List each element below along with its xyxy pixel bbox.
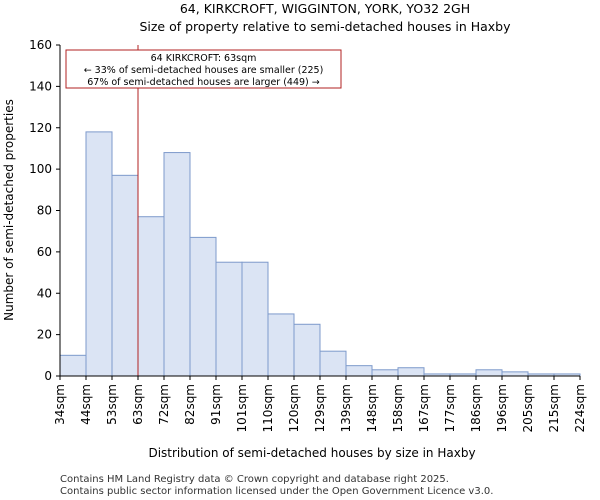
x-tick-label-196sqm: 196sqm	[495, 384, 509, 432]
marker-group: 64 KIRKCROFT: 63sqm← 33% of semi-detache…	[65, 45, 342, 376]
bar-186sqm	[475, 369, 503, 377]
x-tick-label-101sqm: 101sqm	[235, 384, 249, 432]
bar-63sqm	[137, 216, 165, 377]
footer-line-2: Contains public sector information licen…	[60, 486, 493, 497]
bar-148sqm	[371, 369, 399, 377]
y-ticks-group: 0 20 40 60 80 100 120 140 160	[29, 38, 60, 383]
bar-44sqm	[85, 131, 113, 377]
bar-120sqm	[293, 323, 321, 377]
bar-158sqm	[397, 367, 425, 377]
bar-53sqm	[111, 174, 139, 377]
bar-82sqm	[189, 236, 217, 377]
y-tick-label-20: 20	[37, 328, 52, 342]
x-tick-label-72sqm: 72sqm	[157, 384, 171, 425]
y-tick-label-80: 80	[37, 204, 52, 218]
bar-72sqm	[163, 152, 191, 377]
y-tick-label-100: 100	[29, 162, 52, 176]
annotation-line-1: 64 KIRKCROFT: 63sqm	[151, 53, 257, 64]
x-ticks-group: 34sqm 44sqm 53sqm 63sqm 72sqm 82sqm 91sqm 101sq…	[53, 376, 587, 432]
x-tick-label-120sqm: 120sqm	[287, 384, 301, 432]
bar-139sqm	[345, 365, 373, 377]
x-tick-label-158sqm: 158sqm	[391, 384, 405, 432]
x-tick-label-91sqm: 91sqm	[209, 384, 223, 425]
x-tick-label-139sqm: 139sqm	[339, 384, 353, 432]
bar-196sqm	[501, 371, 529, 377]
x-tick-label-177sqm: 177sqm	[443, 384, 457, 432]
x-tick-label-186sqm: 186sqm	[469, 384, 483, 432]
bar-91sqm	[215, 261, 243, 377]
x-axis-label: Distribution of semi-detached houses by …	[148, 446, 475, 460]
x-tick-label-63sqm: 63sqm	[131, 384, 145, 425]
bar-101sqm	[241, 261, 269, 377]
y-tick-label-0: 0	[44, 369, 52, 383]
bar-34sqm	[59, 354, 87, 377]
bar-110sqm	[267, 313, 295, 377]
y-tick-label-160: 160	[29, 38, 52, 52]
x-tick-label-148sqm: 148sqm	[365, 384, 379, 432]
x-tick-label-34sqm: 34sqm	[53, 384, 67, 425]
y-tick-label-60: 60	[37, 245, 52, 259]
x-tick-label-224sqm: 224sqm	[573, 384, 587, 432]
x-tick-label-53sqm: 53sqm	[105, 384, 119, 425]
y-tick-label-120: 120	[29, 121, 52, 135]
y-tick-label-40: 40	[37, 286, 52, 300]
x-tick-label-82sqm: 82sqm	[183, 384, 197, 425]
x-tick-label-215sqm: 215sqm	[547, 384, 561, 432]
footer-line-1: Contains HM Land Registry data © Crown c…	[60, 474, 449, 485]
x-tick-label-167sqm: 167sqm	[417, 384, 431, 432]
x-tick-label-129sqm: 129sqm	[313, 384, 327, 432]
y-axis-label: Number of semi-detached properties	[2, 99, 16, 321]
annotation-line-3: 67% of semi-detached houses are larger (…	[87, 77, 320, 88]
x-tick-label-44sqm: 44sqm	[79, 384, 93, 425]
x-tick-label-110sqm: 110sqm	[261, 384, 275, 432]
bars-group	[59, 131, 581, 377]
chart-subtitle: Size of property relative to semi-detach…	[139, 19, 511, 34]
chart-title: 64, KIRKCROFT, WIGGINTON, YORK, YO32 2GH	[180, 1, 470, 16]
x-tick-label-205sqm: 205sqm	[521, 384, 535, 432]
y-tick-label-140: 140	[29, 79, 52, 93]
annotation-box	[65, 49, 342, 89]
annotation-line-2: ← 33% of semi-detached houses are smalle…	[84, 65, 324, 76]
bar-129sqm	[319, 350, 347, 377]
